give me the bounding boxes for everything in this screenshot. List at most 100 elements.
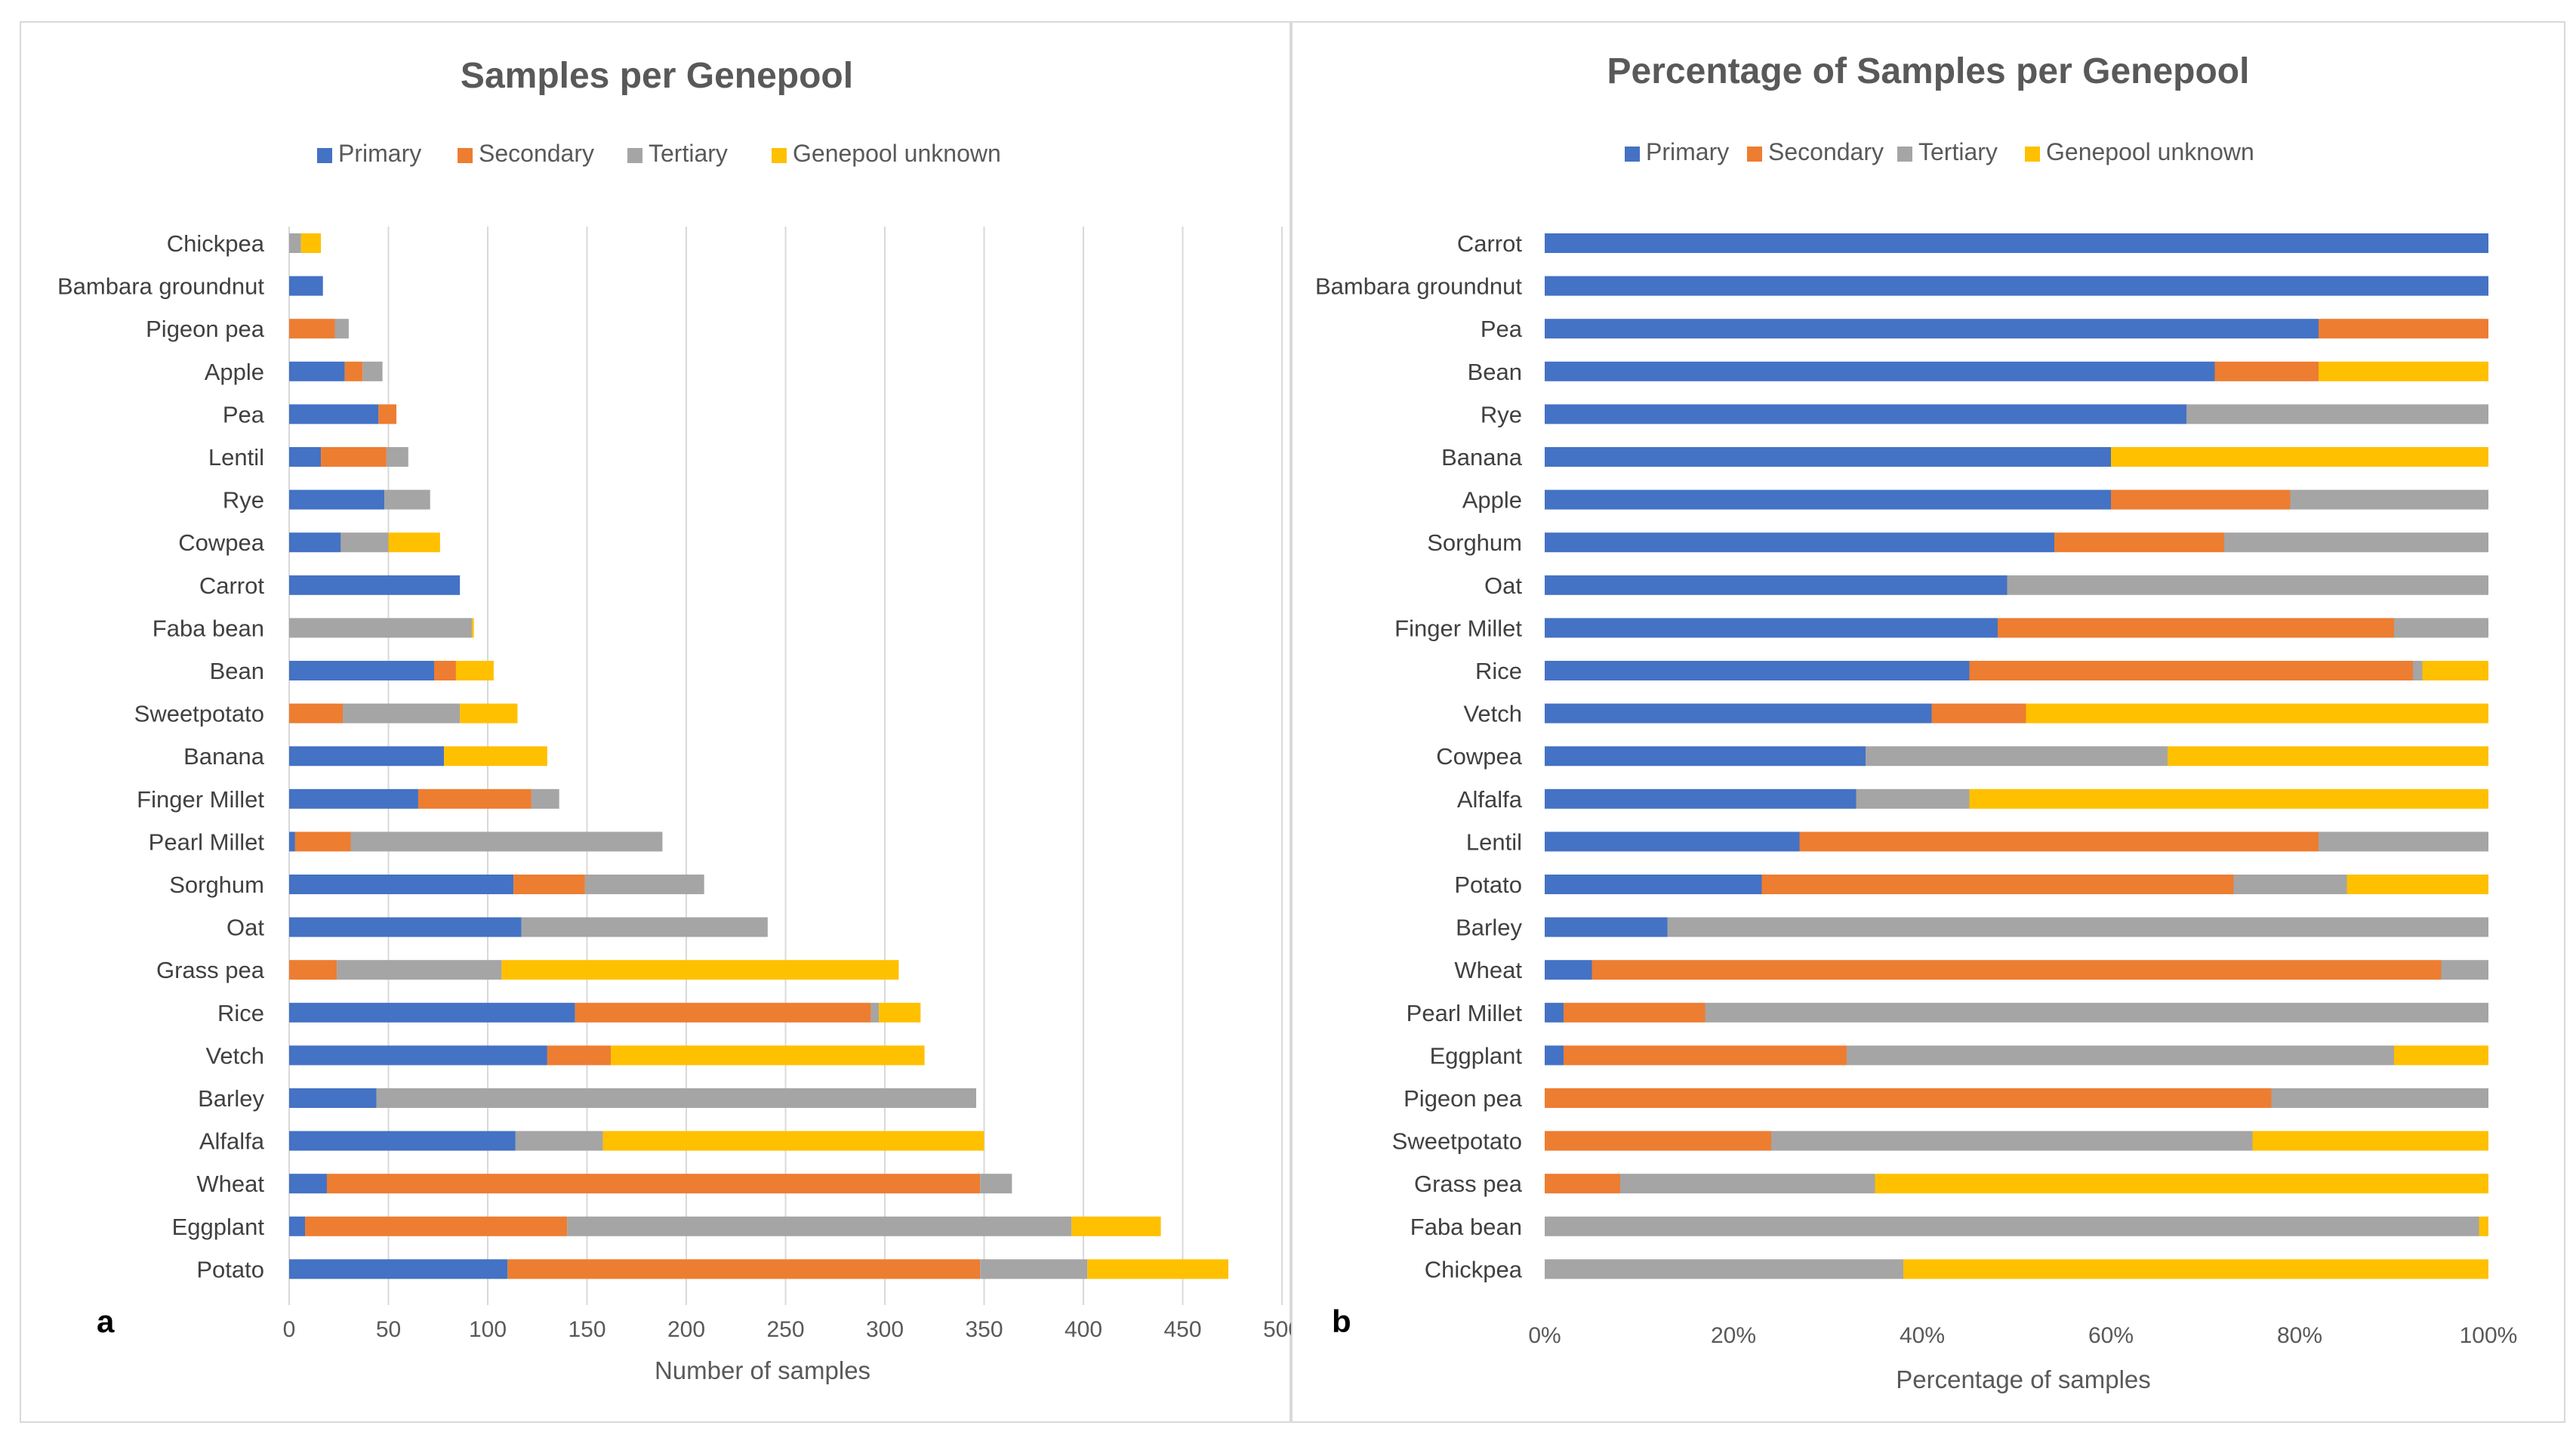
chart-a-bar-barley-primary [289,1088,377,1108]
chart-b-bar-oat-tertiary [2007,575,2488,595]
chart-a-bar-cowpea-tertiary [340,532,389,553]
chart-b-bar-banana-genepool-unknown [2111,447,2488,467]
chart-a-category-label-finger-millet: Finger Millet [137,786,264,813]
chart-a-bar-bean-genepool-unknown [455,661,494,680]
chart-a-bar-potato-genepool-unknown [1087,1259,1228,1279]
chart-a-legend-label-tertiary: Tertiary [649,140,728,167]
chart-a-bar-vetch-primary [289,1045,547,1066]
chart-a-bar-pigeon-pea-tertiary [334,319,349,339]
chart-a-bar-oat-tertiary [521,917,768,937]
chart-b-category-label-apple: Apple [1462,487,1522,514]
chart-b-bar-potato-primary [1545,875,1762,894]
chart-b-x-tick-label: 0% [1528,1323,1561,1348]
chart-a-bar-banana-genepool-unknown [444,746,547,767]
chart-a-bar-potato-primary [289,1259,508,1279]
chart-b-legend-label-tertiary: Tertiary [1918,138,1998,165]
chart-a-bar-alfalfa-primary [289,1131,516,1151]
chart-b-bar-pigeon-pea-tertiary [2271,1088,2488,1108]
chart-a-bar-rice-primary [289,1002,575,1023]
chart-a-bar-rice-genepool-unknown [879,1002,921,1023]
chart-b-bar-barley-primary [1545,917,1668,937]
chart-a-bar-pigeon-pea-secondary [289,319,335,339]
chart-b-x-tick-label: 100% [2460,1323,2518,1348]
chart-a-bars [289,233,1228,1279]
chart-a-bar-pearl-millet-secondary [294,832,351,852]
chart-a-x-tick-label: 100 [469,1317,507,1342]
chart-a-category-label-pearl-millet: Pearl Millet [149,828,265,855]
chart-b-category-label-rye: Rye [1481,401,1522,427]
chart-a-x-tick-label: 150 [568,1317,605,1342]
chart-b-bar-sorghum-tertiary [2224,532,2488,553]
chart-a-bar-bean-secondary [433,661,456,680]
chart-a-bar-potato-secondary [507,1259,981,1279]
chart-b-category-label-eggplant: Eggplant [1430,1042,1523,1069]
chart-b-bar-wheat-tertiary [2441,960,2488,980]
chart-b-bar-apple-primary [1545,489,2111,510]
chart-a-category-label-alfalfa: Alfalfa [199,1128,265,1155]
chart-b-bar-grass-pea-tertiary [1620,1174,1875,1194]
chart-a-x-tick-label: 450 [1163,1317,1201,1342]
chart-a-category-label-banana: Banana [183,743,265,770]
chart-a-legend-label-primary: Primary [338,140,421,167]
chart-b-bar-alfalfa-tertiary [1856,788,1970,809]
chart-a-category-label-grass-pea: Grass pea [156,957,265,983]
chart-a-bar-rice-secondary [575,1002,871,1023]
chart-b-bar-eggplant-secondary [1564,1045,1847,1066]
chart-a-category-label-potato: Potato [196,1256,264,1282]
chart-a-category-label-bambara-groundnut: Bambara groundnut [57,273,264,300]
chart-a-legend-swatch-secondary [458,148,473,163]
chart-b-bar-potato-tertiary [2233,875,2347,894]
chart-b-legend-swatch-primary [1625,147,1640,162]
chart-b-bar-rye-primary [1545,404,2186,424]
chart-b-category-label-sorghum: Sorghum [1427,529,1522,556]
chart-a-bar-finger-millet-primary [289,788,418,809]
chart-a-category-label-faba-bean: Faba bean [153,615,264,641]
chart-b-bar-pea-primary [1545,319,2319,339]
chart-a-bar-finger-millet-secondary [418,788,532,809]
chart-b-x-tick-label: 20% [1711,1323,1756,1348]
chart-b-bar-oat-primary [1545,575,2007,595]
chart-b-bar-rice-tertiary [2413,661,2423,680]
chart-b-category-label-barley: Barley [1456,915,1522,941]
chart-a-bar-sorghum-primary [289,875,514,894]
chart-b-bar-chickpea-tertiary [1545,1259,1903,1279]
chart-a-bar-finger-millet-tertiary [531,788,559,809]
chart-a-bar-wheat-secondary [326,1174,981,1194]
chart-b-legend-swatch-secondary [1747,147,1762,162]
chart-b-bar-pearl-millet-primary [1545,1002,1564,1023]
chart-b-category-label-oat: Oat [1484,572,1522,599]
chart-a-bar-potato-tertiary [980,1259,1088,1279]
chart-b-bar-pearl-millet-secondary [1564,1002,1706,1023]
chart-b-bar-barley-tertiary [1667,917,2488,937]
chart-b-bar-pea-secondary [2319,319,2488,339]
chart-b-bar-eggplant-primary [1545,1045,1564,1066]
chart-b-bar-bean-secondary [2214,361,2319,381]
chart-a-bar-faba-bean-tertiary [289,618,472,638]
chart-b-title: Percentage of Samples per Genepool [1607,51,2250,91]
chart-panel-b: Percentage of Samples per Genepool Prima… [1291,21,2565,1423]
chart-a-category-label-sorghum: Sorghum [169,872,264,898]
chart-b-category-label-chickpea: Chickpea [1425,1256,1523,1282]
chart-a-bar-sorghum-tertiary [584,875,704,894]
chart-a-legend-swatch-genepool-unknown [772,148,787,163]
chart-b-category-label-pearl-millet: Pearl Millet [1407,1000,1523,1026]
chart-b-bar-vetch-genepool-unknown [2026,703,2488,724]
chart-a-bar-wheat-primary [289,1174,327,1194]
chart-b-bar-rice-secondary [1969,661,2413,680]
chart-b-bar-pearl-millet-tertiary [1705,1002,2488,1023]
chart-b-legend: Primary Secondary Tertiary Genepool unknown [1625,138,2254,165]
chart-a-legend-swatch-tertiary [627,148,642,163]
chart-a-x-tick-label: 250 [766,1317,804,1342]
chart-a-category-label-rye: Rye [223,487,264,514]
chart-a-bar-alfalfa-genepool-unknown [602,1131,984,1151]
chart-b-x-tick-label: 60% [2088,1323,2134,1348]
chart-a-x-tick-label: 500 [1263,1317,1293,1342]
chart-a-bar-faba-bean-genepool-unknown [471,618,474,638]
chart-panel-a: Samples per Genepool Primary Secondary Ter… [20,21,1293,1423]
chart-a-category-labels: Chickpea Bambara groundnut Pigeon pea Apple… [57,230,265,1282]
chart-b-bar-sweetpotato-genepool-unknown [2252,1131,2488,1151]
chart-a-bar-sweetpotato-secondary [289,703,344,724]
chart-a-bar-lentil-tertiary [386,447,408,467]
chart-a-bar-vetch-secondary [547,1045,612,1066]
chart-b-legend-swatch-genepool-unknown [2025,147,2040,162]
